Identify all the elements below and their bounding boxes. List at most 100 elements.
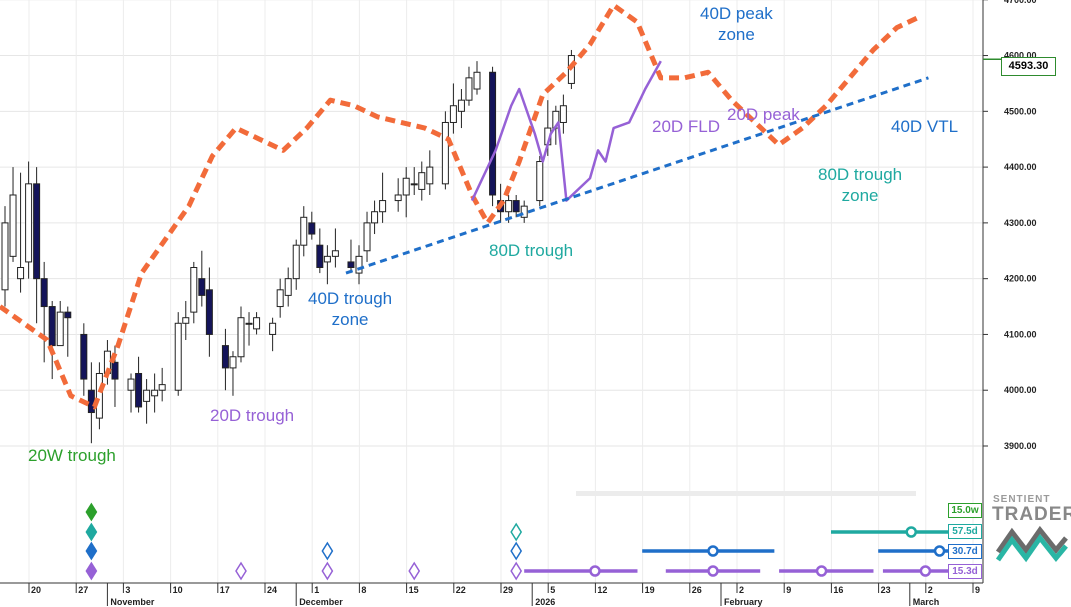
x-tick-label: 27 xyxy=(78,585,88,595)
candle-body xyxy=(221,345,229,369)
candle-body xyxy=(418,172,426,190)
candle-body xyxy=(190,267,198,313)
annotation-20d-fld: 20D FLD xyxy=(652,117,721,136)
y-tick-label: 4000.00 xyxy=(1004,385,1037,395)
candle-body xyxy=(536,161,544,202)
cycle-lines xyxy=(0,2,929,410)
candle-body xyxy=(48,306,56,347)
projection-dot xyxy=(933,545,946,557)
candle-body xyxy=(143,389,151,402)
x-tick-label: 3 xyxy=(125,585,130,595)
projection-dot xyxy=(919,565,932,577)
candle-body xyxy=(347,261,355,269)
candle-body xyxy=(300,216,308,246)
y-tick-label: 4600.00 xyxy=(1004,51,1037,61)
projection-dot xyxy=(589,565,601,577)
candle-body xyxy=(229,356,237,369)
candle-body xyxy=(559,105,567,123)
candle-body xyxy=(449,105,457,123)
candle-body xyxy=(111,361,119,380)
price-axis: 3900.00 4000.00 4100.00 4200.00 4300.00 4400.… xyxy=(982,0,1037,583)
candle-body xyxy=(379,200,387,213)
candle-body xyxy=(95,372,103,419)
month-label: March xyxy=(913,597,940,607)
cycle-marker xyxy=(408,561,421,581)
candle-body xyxy=(363,222,371,252)
candle-body xyxy=(426,166,434,185)
candle-body xyxy=(182,317,190,324)
candle-body xyxy=(394,194,402,202)
candle-body xyxy=(323,255,331,263)
y-tick-label: 4100.00 xyxy=(1004,329,1037,339)
annotation-20d-trough: 20D trough xyxy=(210,406,295,425)
candle-body xyxy=(135,372,143,408)
cycle-panel xyxy=(85,491,949,581)
candle-body xyxy=(331,250,339,257)
grid-lines xyxy=(0,0,983,583)
cycle-panel-shade xyxy=(576,491,916,496)
y-tick-label: 4700.00 xyxy=(1004,0,1037,5)
x-tick-label: 26 xyxy=(692,585,702,595)
candle-body xyxy=(253,317,261,330)
logo-text-line2: TRADER xyxy=(992,504,1071,525)
candle-body xyxy=(457,99,465,112)
cycle-marker xyxy=(235,561,247,581)
cycle-marker xyxy=(85,561,98,581)
annotation-20w-trough: 20W trough xyxy=(28,446,116,465)
candle-body xyxy=(56,311,64,347)
cycle-marker xyxy=(321,561,334,581)
candle-body xyxy=(80,333,88,380)
candle-body xyxy=(512,200,520,213)
x-tick-label: 22 xyxy=(456,585,466,595)
candle-body xyxy=(276,289,284,308)
annotation-40d-vtl: 40D VTL xyxy=(891,117,959,136)
candle-body xyxy=(441,121,449,185)
candle-body xyxy=(371,211,379,224)
candle-body xyxy=(237,317,245,358)
month-label: December xyxy=(299,597,343,607)
x-tick-label: 12 xyxy=(597,585,607,595)
candle-body xyxy=(64,311,72,319)
candlesticks xyxy=(1,49,575,444)
x-tick-label: 24 xyxy=(267,585,277,595)
x-tick-label: 2 xyxy=(928,585,933,595)
y-tick-label: 3900.00 xyxy=(1004,441,1037,451)
cycle-label-15w: 15.0w xyxy=(948,503,982,518)
annotation-80d-trough-zone: 80D trough zone xyxy=(818,165,903,205)
candle-body xyxy=(245,322,253,325)
cycle-marker xyxy=(510,522,523,542)
candle-body xyxy=(292,244,300,280)
x-tick-label: 29 xyxy=(503,585,513,595)
x-tick-label: 10 xyxy=(173,585,183,595)
time-axis: 20 27 3 10 17 24 1 8 15 22 29 5 12 19 26 2 9 16 23 2 9Novemb… xyxy=(0,582,983,607)
candle-body xyxy=(284,278,292,296)
candle-body xyxy=(151,389,159,397)
candle-body xyxy=(205,289,213,335)
x-tick-label: 5 xyxy=(550,585,555,595)
x-tick-label: 23 xyxy=(881,585,891,595)
projection-dot xyxy=(815,565,828,577)
series-solid-purple xyxy=(470,60,662,202)
candle-body xyxy=(465,77,473,101)
cycle-label-57d: 57.5d xyxy=(948,524,982,539)
cycle-marker xyxy=(510,561,523,581)
candle-body xyxy=(473,71,481,90)
annotation-40d-trough-zone: 40D trough zone xyxy=(308,289,393,329)
candle-body xyxy=(269,322,277,335)
cycle-label-30d: 30.7d xyxy=(948,544,982,559)
cycle-marker xyxy=(85,502,98,522)
sentient-trader-logo: SENTIENT TRADER xyxy=(990,492,1071,572)
candle-body xyxy=(410,183,418,186)
candle-body xyxy=(158,384,166,391)
last-price-label: 4593.30 xyxy=(1001,57,1056,76)
logo-mark-icon xyxy=(995,525,1068,563)
candle-body xyxy=(25,183,33,263)
x-tick-label: 16 xyxy=(833,585,843,595)
x-tick-label: 15 xyxy=(409,585,419,595)
x-tick-label: 19 xyxy=(645,585,655,595)
candle-body xyxy=(402,177,410,196)
month-label: 2026 xyxy=(535,597,555,607)
cycle-marker xyxy=(85,541,98,561)
x-tick-label: 17 xyxy=(220,585,230,595)
